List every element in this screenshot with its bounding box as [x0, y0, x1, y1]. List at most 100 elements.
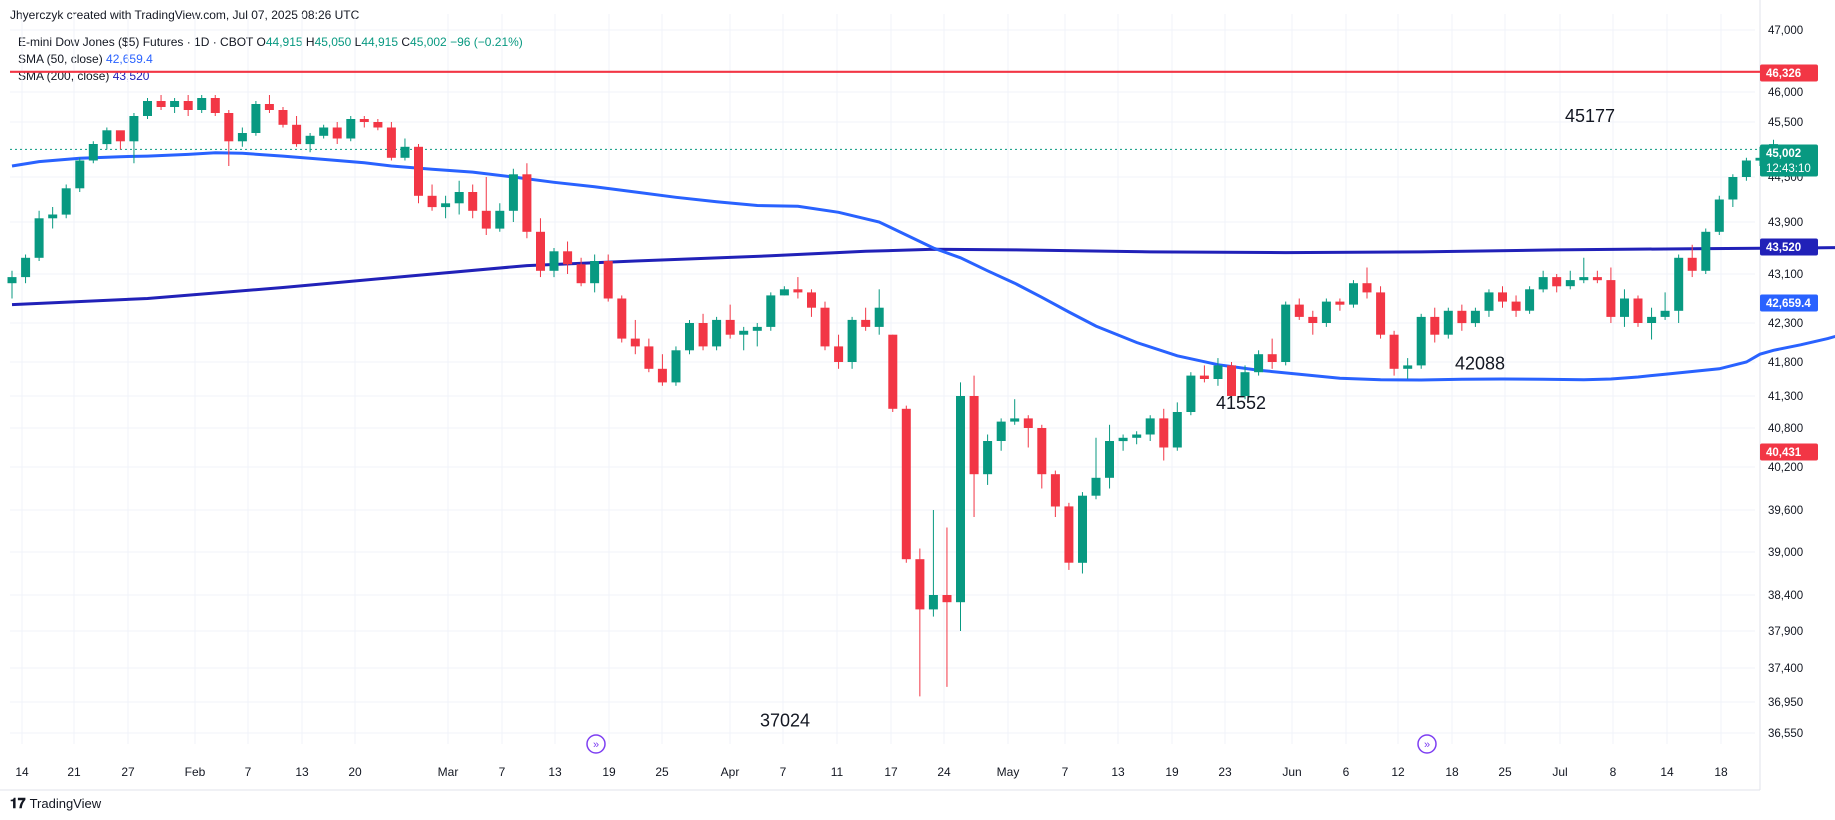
price-tag: 45,002 12:43:10	[1760, 144, 1818, 177]
annotation-label: 37024	[760, 710, 810, 730]
candle	[183, 101, 193, 110]
candle	[1267, 354, 1277, 362]
candle	[698, 323, 708, 347]
x-tick-label: 13	[548, 765, 562, 779]
candle	[1511, 301, 1521, 311]
candle	[725, 319, 735, 335]
sma50-line	[11, 151, 1835, 382]
x-tick-label: 19	[1165, 765, 1179, 779]
candle	[983, 441, 993, 475]
candle	[1443, 310, 1453, 335]
x-tick-label: 13	[1111, 765, 1125, 779]
x-tick-label: 8	[1610, 765, 1617, 779]
candle	[1199, 375, 1209, 379]
x-tick-label: 17	[884, 765, 898, 779]
candle	[1010, 418, 1020, 422]
candle	[34, 218, 44, 258]
ohlc-close-label: C	[401, 35, 411, 49]
candle	[373, 122, 383, 128]
candle	[1240, 372, 1250, 396]
candle	[1389, 334, 1399, 369]
x-tick-label: Jul	[1552, 765, 1567, 779]
candle	[332, 127, 342, 139]
candle	[1037, 428, 1047, 475]
candle	[928, 595, 938, 610]
candle	[644, 346, 654, 369]
footer-branding[interactable]: 𝟏𝟕 TradingView	[10, 795, 101, 812]
candle	[1484, 292, 1494, 311]
candle	[88, 144, 98, 161]
candle	[48, 214, 58, 219]
price-tag-countdown: 12:43:10	[1766, 163, 1811, 175]
price-tag-label: 46,326	[1766, 68, 1801, 80]
candle	[210, 98, 220, 113]
candle	[630, 338, 640, 347]
candle	[1362, 283, 1372, 293]
candle	[1538, 277, 1548, 290]
y-tick-label: 37,400	[1768, 663, 1803, 675]
candle	[807, 292, 816, 308]
candle	[1294, 304, 1304, 317]
candle	[874, 307, 884, 327]
candle	[861, 319, 871, 327]
x-tick-label: 14	[1660, 765, 1674, 779]
candle	[685, 323, 694, 351]
candle	[346, 119, 356, 139]
candle	[129, 116, 139, 142]
candle	[1687, 257, 1697, 271]
x-tick-label: Jun	[1282, 765, 1301, 779]
y-tick-label: 36,550	[1768, 728, 1803, 740]
candle	[1498, 292, 1507, 302]
symbol-name[interactable]: E-mini Dow Jones ($5) Futures · 1D · CBO…	[18, 35, 254, 49]
x-tick-label: May	[997, 765, 1020, 779]
x-tick-label: 14	[15, 765, 29, 779]
candle	[61, 188, 71, 215]
candle	[1078, 495, 1087, 563]
candle	[359, 119, 369, 122]
candle	[834, 346, 844, 362]
x-tick-label: Feb	[185, 765, 206, 779]
candle	[495, 210, 505, 229]
y-tick-label: 36,950	[1768, 697, 1803, 709]
candle	[427, 195, 437, 208]
x-tick-label: 24	[937, 765, 951, 779]
candle	[1606, 280, 1616, 317]
candle	[1321, 301, 1331, 323]
candle	[563, 251, 573, 265]
sma50-legend-row[interactable]: SMA (50, close) 42,659.4	[18, 51, 523, 68]
price-tag: 42,659.4	[1760, 294, 1818, 312]
candle	[1592, 277, 1602, 281]
candle	[942, 595, 952, 603]
svg-text:»: »	[593, 739, 599, 751]
candle	[1145, 418, 1155, 435]
y-tick-label: 43,100	[1768, 269, 1803, 281]
candle	[657, 368, 667, 383]
candles-group	[7, 95, 1792, 697]
candle	[1091, 477, 1101, 496]
candle	[481, 210, 491, 229]
x-tick-label: Apr	[721, 765, 740, 779]
event-marker-icon: »	[586, 734, 606, 754]
attribution: Jhyerczyk created with TradingView.com, …	[10, 8, 360, 22]
candle	[1728, 177, 1738, 200]
sma200-line	[11, 246, 1835, 307]
candle	[712, 319, 722, 347]
candle	[1105, 441, 1114, 478]
candle	[21, 257, 31, 278]
candle	[1308, 316, 1318, 323]
x-tick-label: 6	[1343, 765, 1350, 779]
candle	[1172, 412, 1182, 448]
candle	[1565, 280, 1575, 287]
candle	[386, 127, 396, 158]
candle	[766, 295, 776, 327]
x-tick-label: 20	[348, 765, 362, 779]
candle	[454, 192, 464, 204]
candle	[956, 396, 965, 603]
candle	[1660, 310, 1670, 317]
ohlc-high: 45,050	[314, 35, 352, 49]
x-tick-label: 13	[295, 765, 309, 779]
candle	[590, 261, 600, 284]
y-tick-label: 37,900	[1768, 626, 1803, 638]
sma50-value: 42,659.4	[106, 52, 153, 66]
